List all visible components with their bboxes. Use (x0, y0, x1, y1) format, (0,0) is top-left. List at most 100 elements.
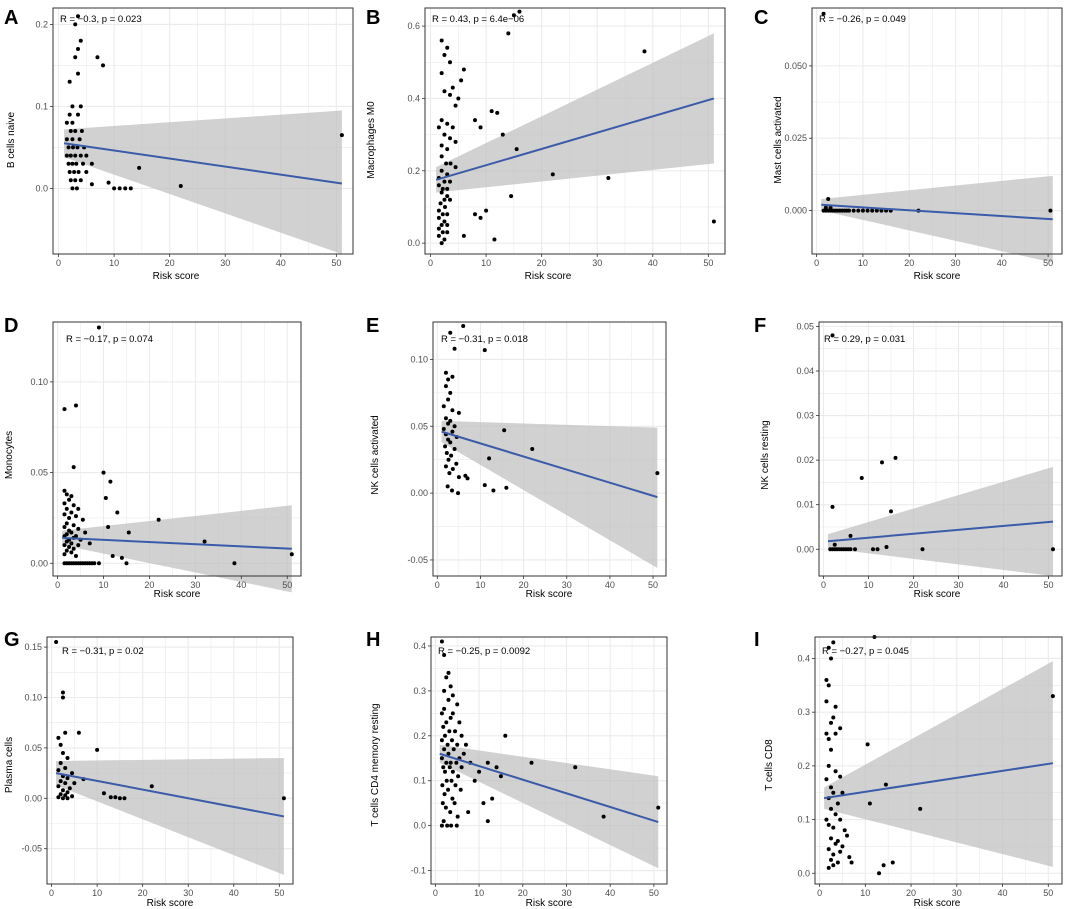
data-point (459, 733, 464, 738)
panel-letter: H (366, 629, 380, 651)
data-point (449, 738, 454, 743)
panel-a: A 0 10 20 30 40 50 0.0 0.1 0.2 R = −0.3, p = 0.0… (4, 7, 354, 282)
data-point (65, 755, 70, 760)
y-tick-label: 0.4 (407, 93, 420, 103)
regression-line (62, 536, 292, 550)
data-point (446, 670, 451, 675)
x-axis-title: Risk score (914, 589, 961, 600)
data-point (106, 180, 111, 185)
data-point (447, 729, 452, 734)
data-point (824, 817, 829, 822)
data-point (71, 465, 76, 470)
data-point (529, 760, 534, 765)
stat-annotation: R = −0.25, p = 0.0092 (438, 646, 530, 657)
data-point (830, 504, 835, 509)
data-point (485, 760, 490, 765)
data-point (58, 779, 63, 784)
data-point (178, 183, 183, 188)
data-point (494, 765, 499, 770)
panel-b: B 0 10 20 30 40 50 0.0 0.2 0.4 0.6 R = 0.43, p = … (366, 7, 726, 282)
x-tick-label: 10 (863, 580, 873, 590)
data-point (64, 137, 69, 142)
data-point (442, 89, 447, 94)
x-tick-label: 10 (858, 258, 868, 268)
data-point (70, 771, 75, 776)
regression-line (55, 772, 285, 818)
y-tick-label: 0.0 (35, 183, 48, 193)
data-point (874, 208, 879, 213)
regression-line (439, 752, 659, 823)
data-point (826, 645, 831, 650)
plot-area: 0 10 20 30 40 50 -0.05 0.00 0.05 0.10 0.15 (21, 636, 294, 898)
data-point (89, 161, 94, 166)
data-point (831, 825, 836, 830)
data-point (875, 547, 880, 552)
data-point (63, 781, 68, 786)
data-point (449, 453, 454, 458)
y-axis-title: NK cells resting (760, 420, 771, 489)
data-point (75, 145, 80, 150)
data-point (826, 865, 831, 870)
y-tick-label: 0.4 (797, 653, 810, 663)
data-point (455, 742, 460, 747)
x-axis-title: Risk score (526, 898, 573, 909)
data-point (606, 176, 611, 181)
x-tick-label: 40 (998, 888, 1008, 898)
confidence-band (441, 420, 658, 568)
data-point (62, 407, 67, 412)
y-tick-label: 0.10 (30, 377, 48, 387)
confidence-band (62, 505, 292, 593)
data-point (461, 233, 466, 238)
data-point (439, 168, 444, 173)
y-tick-label: 0.0 (407, 238, 420, 248)
y-tick-label: 0.2 (35, 19, 48, 29)
data-point (440, 230, 445, 235)
data-point (448, 161, 453, 166)
data-point (73, 178, 78, 183)
data-point (70, 794, 75, 799)
data-point (504, 485, 509, 490)
data-point (438, 201, 443, 206)
data-point (54, 640, 59, 645)
data-point (108, 795, 113, 800)
data-point (838, 817, 843, 822)
data-point (436, 125, 441, 130)
data-point (477, 769, 482, 774)
stat-annotation: R = −0.27, p = 0.045 (822, 646, 909, 657)
x-tick-label: 50 (648, 580, 658, 590)
y-axis-title: Mast cells activated (773, 96, 784, 183)
data-point (62, 512, 67, 517)
y-tick-label: 0.0 (413, 821, 426, 831)
data-point (442, 53, 447, 58)
data-point (835, 839, 840, 844)
data-point (826, 737, 831, 742)
data-point (500, 132, 505, 137)
data-point (281, 796, 286, 801)
regression-line (827, 520, 1054, 543)
data-point (440, 783, 445, 788)
data-point (459, 78, 464, 83)
x-tick-label: 0 (428, 258, 433, 268)
data-point (439, 223, 444, 228)
y-tick-label: 0.000 (784, 206, 807, 216)
data-point (484, 208, 489, 213)
data-point (56, 795, 61, 800)
data-point (448, 390, 453, 395)
stat-annotation: R = −0.17, p = 0.074 (66, 334, 153, 345)
data-point (829, 720, 834, 725)
data-point (232, 561, 237, 566)
stat-annotation: R = −0.3, p = 0.023 (60, 14, 142, 25)
data-point (156, 517, 161, 522)
x-tick-label: 40 (605, 888, 615, 898)
data-point (66, 145, 71, 150)
y-tick-label: -0.05 (407, 555, 428, 565)
panel-f: F 0 10 20 30 40 50 0.00 0.01 0.02 0.03 0.04 0.05 R … (754, 315, 1063, 600)
data-point (60, 695, 65, 700)
data-point (446, 787, 451, 792)
data-point (443, 444, 448, 449)
data-point (506, 31, 511, 36)
y-axis-title: Macrophages M0 (366, 101, 377, 179)
x-tick-label: 50 (1043, 888, 1053, 898)
regression-line (821, 203, 1053, 221)
data-point (73, 129, 78, 133)
